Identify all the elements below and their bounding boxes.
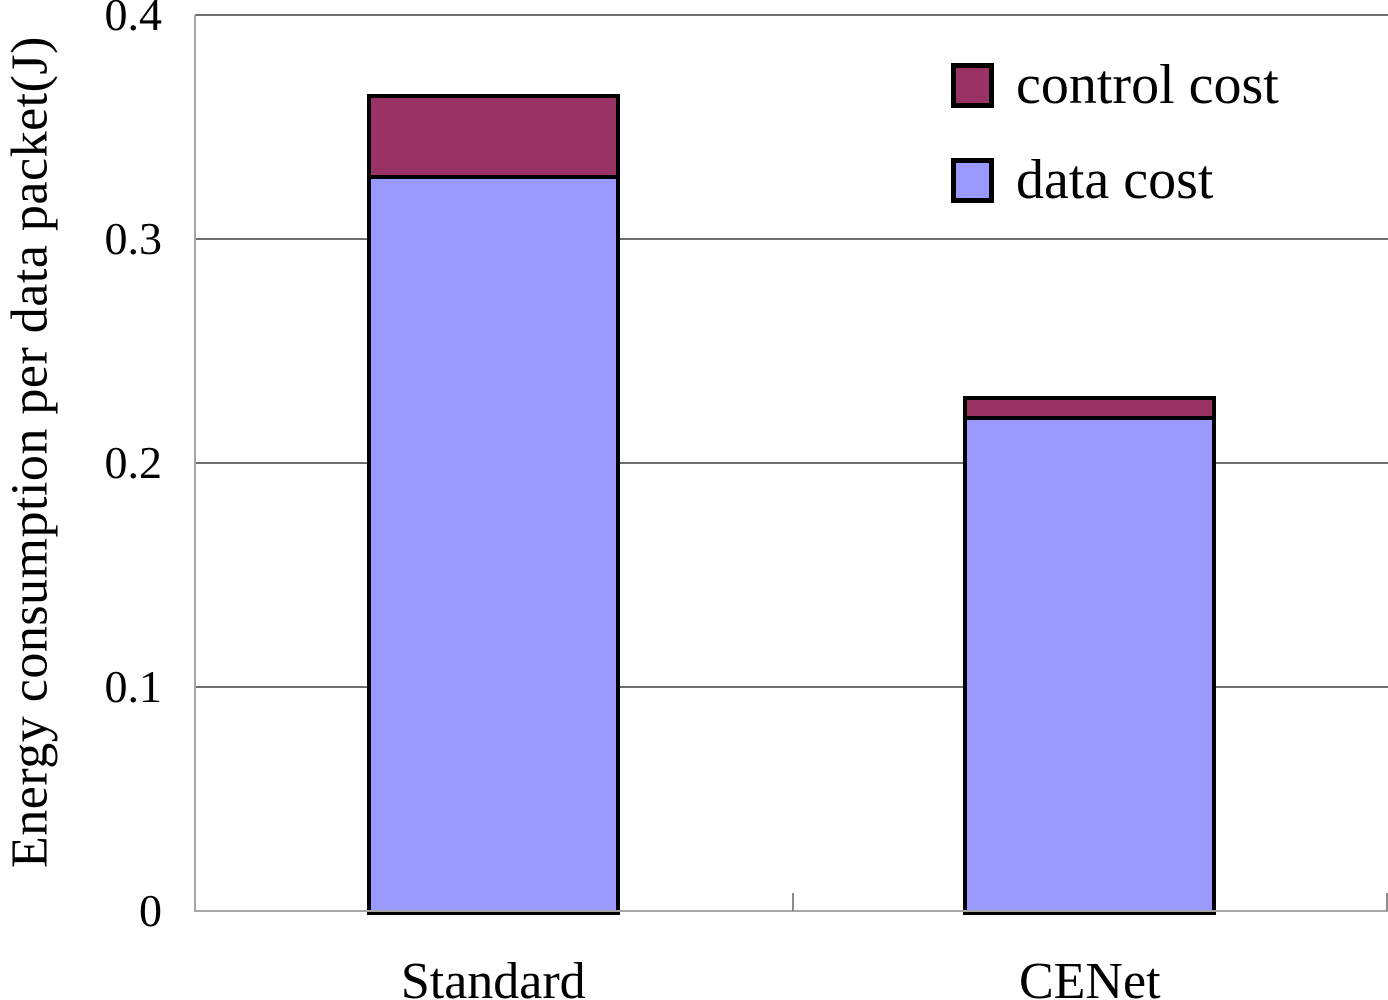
gridline: [195, 238, 1388, 240]
bar-segment-data-cost: [370, 178, 616, 911]
bar-segment-control-cost: [967, 400, 1213, 421]
legend-item-data-cost: data cost: [951, 149, 1279, 211]
category-axis-tick: [1386, 893, 1388, 911]
y-axis-tick-label: 0.2: [104, 437, 163, 488]
category-label-standard: Standard: [400, 953, 586, 1000]
data-cost-swatch-icon: [951, 157, 994, 203]
y-axis-tick-label: 0.4: [104, 0, 163, 40]
y-axis-tick-label: 0.3: [104, 213, 163, 264]
control-cost-swatch-icon: [951, 62, 994, 108]
category-label-cenet: CENet: [1018, 953, 1161, 1000]
y-axis-line: [194, 15, 196, 912]
legend-label: data cost: [1016, 149, 1214, 211]
y-axis-tick-label: 0.1: [104, 661, 163, 712]
bar-cenet: [963, 396, 1217, 915]
bar-standard: [366, 93, 620, 915]
category-axis-tick: [791, 893, 794, 911]
bar-segment-data-cost: [967, 420, 1213, 911]
legend-item-control-cost: control cost: [951, 54, 1279, 116]
gridline: [195, 686, 1388, 688]
x-axis-line: [195, 910, 1388, 912]
legend: control cost data cost: [951, 54, 1279, 211]
legend-label: control cost: [1016, 54, 1279, 116]
bar-segment-control-cost: [370, 97, 616, 179]
gridline: [195, 462, 1388, 464]
y-axis-tick-label: 0: [139, 885, 162, 936]
gridline: [195, 14, 1388, 16]
